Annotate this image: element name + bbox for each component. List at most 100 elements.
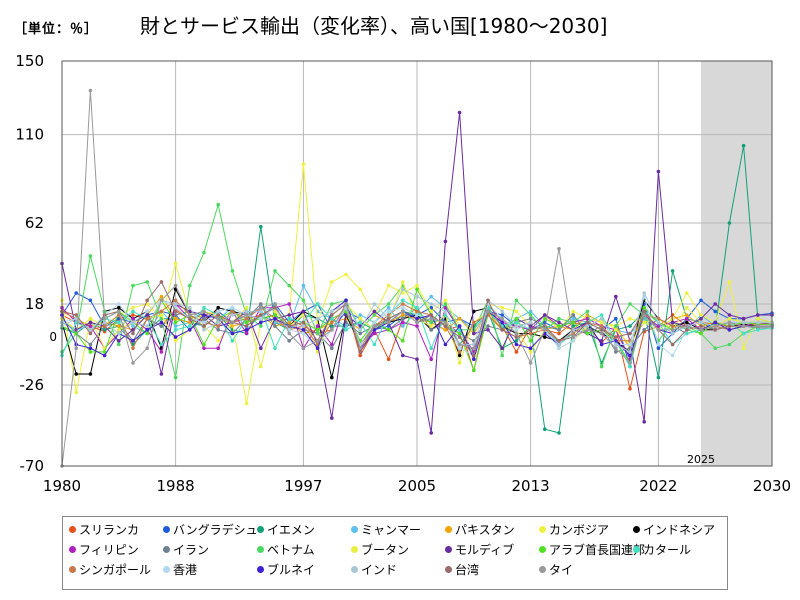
data-point — [202, 328, 206, 332]
legend-label: ベトナム — [267, 542, 315, 557]
legend-marker — [633, 545, 640, 553]
data-point — [344, 272, 348, 277]
data-point — [429, 316, 434, 321]
zero-label: 0 — [49, 330, 57, 344]
data-point — [117, 305, 121, 310]
data-point — [315, 324, 320, 328]
data-point — [741, 143, 746, 148]
legend-item: 香港 — [163, 561, 197, 577]
data-point — [401, 353, 405, 358]
data-point — [415, 309, 419, 314]
data-point — [543, 427, 547, 432]
data-point — [699, 298, 703, 303]
data-point — [244, 309, 249, 314]
data-point — [88, 88, 93, 93]
data-point — [244, 328, 249, 332]
y-tick-label: 150 — [15, 52, 44, 70]
data-point — [429, 320, 434, 325]
data-point — [117, 331, 121, 336]
data-point — [117, 328, 121, 332]
data-point — [358, 313, 363, 317]
data-point — [372, 320, 377, 325]
grid — [61, 60, 773, 467]
data-point — [315, 331, 320, 336]
legend: スリランカ バングラデシュ イエメン ミャンマー パキスタン カンボジア インドネシア フィリ… — [62, 516, 728, 590]
data-point — [244, 313, 249, 317]
data-point — [642, 320, 646, 325]
data-point — [656, 324, 661, 328]
data-point — [699, 320, 703, 325]
data-point — [386, 320, 391, 325]
data-point — [244, 305, 249, 310]
data-point — [173, 309, 178, 314]
data-point — [301, 328, 306, 332]
data-point — [443, 302, 448, 306]
data-point — [117, 320, 121, 325]
data-point — [685, 316, 689, 321]
data-point — [528, 361, 533, 365]
data-point — [131, 283, 135, 288]
data-point — [727, 324, 732, 328]
data-point — [713, 346, 717, 351]
data-point — [173, 375, 178, 380]
data-point — [429, 309, 434, 314]
data-point — [372, 342, 377, 347]
data-point — [429, 313, 434, 317]
data-point — [330, 324, 334, 328]
data-point — [173, 339, 178, 343]
legend-marker — [257, 565, 264, 573]
y-tick-label: 18 — [25, 295, 44, 313]
legend-item: 台湾 — [445, 561, 479, 577]
data-point — [528, 316, 533, 321]
data-point — [699, 313, 703, 317]
data-point — [670, 328, 675, 332]
data-point — [599, 320, 604, 325]
data-point — [230, 331, 235, 336]
data-point — [557, 339, 561, 343]
data-point — [599, 339, 604, 343]
data-point — [145, 328, 149, 332]
data-point — [741, 320, 746, 325]
legend-item: イエメン — [257, 521, 315, 537]
data-point — [614, 342, 618, 347]
data-point — [230, 269, 235, 273]
legend-marker — [69, 545, 76, 553]
data-point — [557, 324, 561, 328]
data-point — [741, 331, 746, 336]
legend-label: インド — [361, 562, 398, 577]
data-point — [443, 320, 448, 325]
data-point — [173, 261, 178, 266]
data-point — [628, 302, 632, 306]
legend-label: イエメン — [267, 522, 315, 537]
data-point — [330, 313, 334, 317]
legend-label: タイ — [549, 562, 574, 577]
data-point — [273, 346, 277, 351]
x-tick-label: 2005 — [398, 477, 436, 495]
data-point — [131, 316, 135, 321]
legend-marker — [445, 565, 452, 573]
legend-label: カタール — [643, 542, 692, 557]
forecast-region — [701, 61, 772, 466]
data-point — [202, 342, 206, 347]
data-point — [74, 313, 78, 317]
data-point — [216, 320, 220, 325]
data-point — [670, 320, 675, 325]
legend-label: カンボジア — [549, 522, 610, 537]
data-point — [415, 320, 419, 325]
legend-item: パキスタン — [445, 521, 515, 537]
data-point — [117, 342, 121, 347]
data-point — [528, 313, 533, 317]
data-point — [301, 283, 306, 288]
data-point — [528, 350, 533, 354]
legend-item: ブータン — [351, 541, 409, 557]
data-point — [614, 316, 618, 321]
legend-item: カタール — [633, 541, 691, 557]
data-point — [358, 324, 363, 328]
data-point — [670, 324, 675, 328]
data-point — [102, 328, 107, 332]
data-point — [585, 324, 590, 328]
data-point — [756, 324, 760, 328]
data-point — [500, 313, 505, 317]
data-point — [614, 328, 618, 332]
data-point — [571, 316, 575, 321]
